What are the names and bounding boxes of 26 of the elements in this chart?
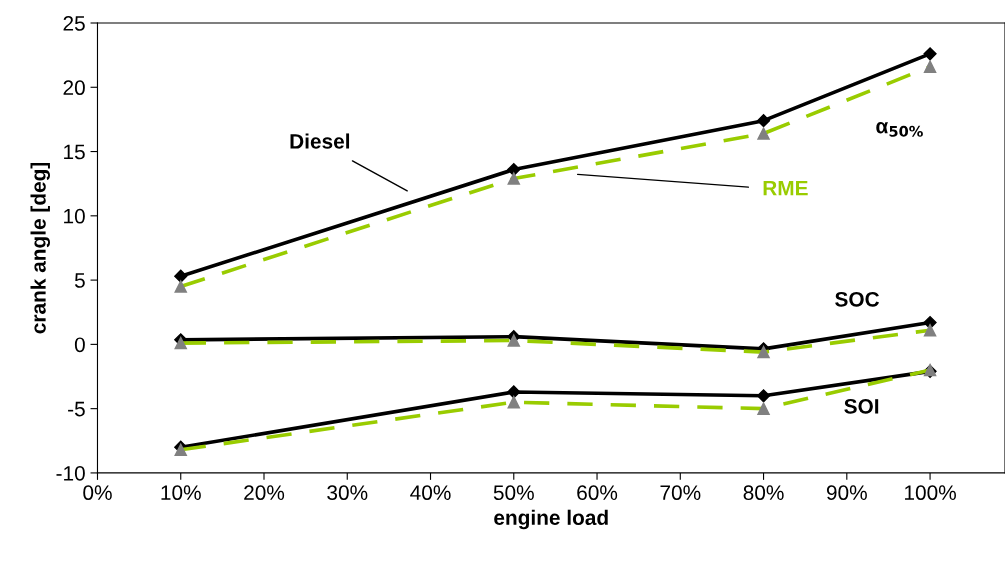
x-axis-title: engine load: [494, 509, 608, 530]
x-tick-label: 70%: [660, 485, 701, 501]
y-tick-label: 20: [63, 80, 85, 96]
x-tick-label: 100%: [905, 485, 956, 501]
x-tick-label: 0%: [83, 485, 112, 501]
annotation: Diesel: [290, 133, 350, 149]
x-tick-label: 30%: [327, 485, 368, 501]
x-tick-label: 80%: [743, 485, 784, 501]
x-tick-label: 60%: [577, 485, 618, 501]
x-tick-label: 20%: [244, 485, 285, 501]
annotation: SOI: [844, 398, 879, 414]
annotation: α$_{50%}$: [876, 121, 923, 137]
x-tick-label: 50%: [493, 485, 534, 501]
y-tick-label: 10: [64, 208, 85, 224]
x-tick-label: 90%: [826, 485, 867, 501]
x-tick-label: 10%: [161, 485, 201, 501]
y-axis-title: crank angle [deg]: [30, 162, 51, 334]
x-tick-label: 40%: [410, 485, 451, 501]
y-tick-label: 25: [63, 16, 85, 31]
annotation: RME: [763, 180, 808, 196]
y-tick-label: 15: [64, 144, 85, 160]
y-tick-label: -10: [56, 465, 85, 481]
y-tick-label: 0: [74, 337, 85, 353]
annotation: SOC: [835, 291, 880, 307]
y-tick-label: -5: [68, 401, 85, 417]
y-tick-label: 5: [74, 273, 85, 288]
